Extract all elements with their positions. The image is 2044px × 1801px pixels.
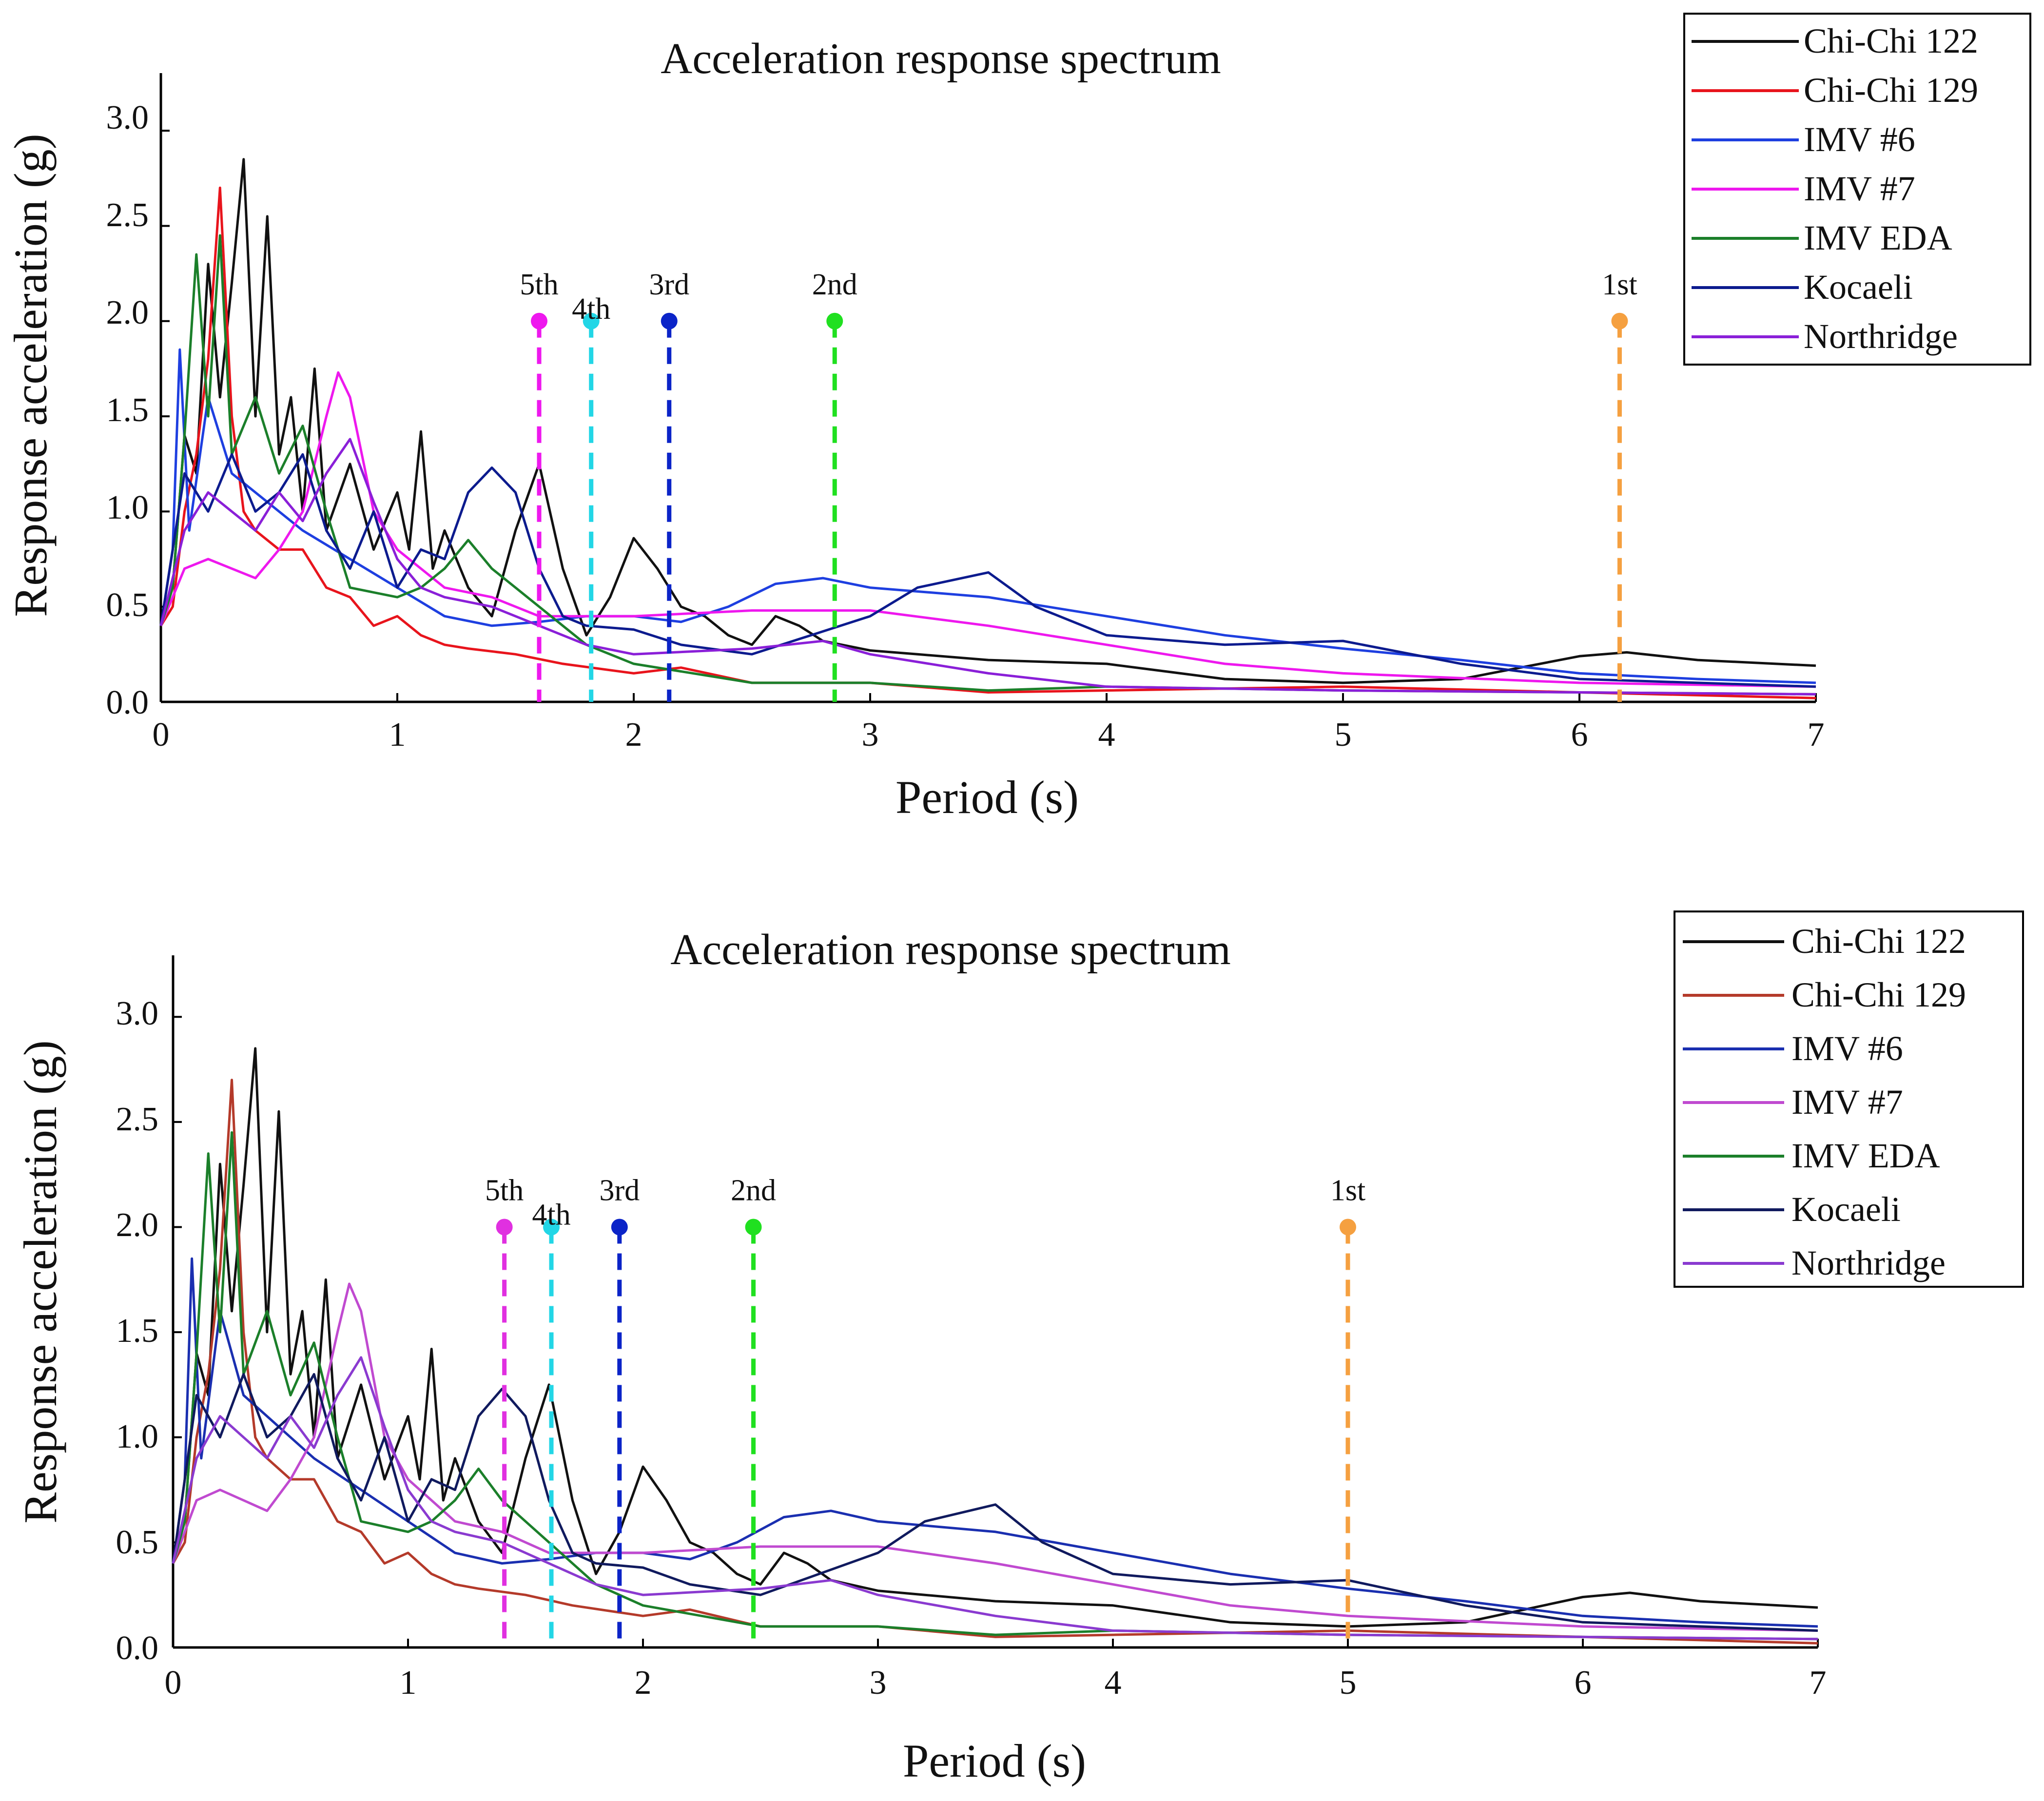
x-tick-label: 0 xyxy=(165,1664,182,1702)
x-tick-label: 5 xyxy=(1335,716,1352,754)
y-tick-label: 3.0 xyxy=(116,995,159,1032)
mode-marker-3rd xyxy=(661,312,678,329)
legend-label: IMV #7 xyxy=(1791,1083,1903,1122)
chart-title: Acceleration response spectrum xyxy=(661,35,1221,83)
chart-panel-top: Acceleration response spectrum Period (s… xyxy=(0,0,2044,877)
series-line-northridge xyxy=(172,1356,1818,1641)
legend-label: Northridge xyxy=(1791,1243,1946,1282)
mode-label-2nd: 2nd xyxy=(731,1174,776,1207)
plot-area xyxy=(172,955,1819,1649)
legend-label: Kocaeli xyxy=(1804,268,1913,307)
chart-panel-bottom: Acceleration response spectrum Period (s… xyxy=(0,902,2044,1801)
legend-label: IMV EDA xyxy=(1804,218,1952,257)
mode-marker-1st xyxy=(1611,312,1628,329)
mode-label-1st: 1st xyxy=(1602,268,1637,301)
legend-label: IMV #6 xyxy=(1804,120,1915,159)
x-tick-labels: 0 1 2 3 4 5 6 7 xyxy=(165,1664,1827,1702)
mode-labels: 5th 4th 3rd 2nd 1st xyxy=(520,268,1637,326)
series-line-imv-7 xyxy=(172,1282,1818,1632)
y-tick-label: 1.5 xyxy=(116,1312,159,1350)
y-axis-title: Response acceleration (g) xyxy=(14,1040,66,1524)
y-tick-label: 1.0 xyxy=(116,1418,159,1455)
x-axis-title: Period (s) xyxy=(895,771,1079,823)
y-tick-label: 2.5 xyxy=(116,1101,159,1138)
x-tick-label: 7 xyxy=(1810,1664,1827,1702)
legend-label: Chi-Chi 129 xyxy=(1804,71,1978,110)
y-tick-label: 0.5 xyxy=(106,586,149,624)
series-line-kocaeli xyxy=(172,1373,1818,1632)
series-line-imv-6 xyxy=(159,348,1816,684)
mode-labels: 5th 4th 3rd 2nd 1st xyxy=(485,1174,1365,1232)
legend-box xyxy=(1674,910,2024,1288)
plot-area xyxy=(159,73,1817,703)
legend-label: Northridge xyxy=(1804,317,1958,356)
x-tick-label: 3 xyxy=(870,1664,887,1702)
y-tick-label: 2.0 xyxy=(116,1206,159,1244)
y-tick-label: 1.0 xyxy=(106,489,149,526)
mode-label-1st: 1st xyxy=(1330,1174,1365,1207)
y-tick-label: 2.5 xyxy=(106,196,149,234)
mode-marker-2nd xyxy=(826,312,843,329)
x-tick-label: 6 xyxy=(1571,716,1588,754)
x-tick-label: 1 xyxy=(389,716,406,754)
y-tick-labels: 0.0 0.5 1.0 1.5 2.0 2.5 3.0 xyxy=(116,995,159,1667)
x-tick-label: 4 xyxy=(1098,716,1115,754)
legend: Chi-Chi 122 Chi-Chi 129 IMV #6 IMV #7 IM… xyxy=(1674,910,2024,1288)
legend-label: IMV EDA xyxy=(1791,1136,1940,1175)
x-tick-label: 5 xyxy=(1340,1664,1357,1702)
x-tick-labels: 0 1 2 3 4 5 6 7 xyxy=(153,716,1825,754)
series-line-imv-6 xyxy=(172,1257,1818,1628)
y-tick-label: 0.0 xyxy=(106,684,149,721)
x-tick-label: 3 xyxy=(862,716,879,754)
chart-svg-bottom: Acceleration response spectrum Period (s… xyxy=(14,910,2024,1787)
mode-label-3rd: 3rd xyxy=(649,268,689,301)
mode-marker-4th xyxy=(543,1219,560,1236)
x-tick-label: 1 xyxy=(400,1664,417,1702)
legend-label: Chi-Chi 122 xyxy=(1791,922,1966,961)
x-tick-label: 2 xyxy=(625,716,642,754)
x-tick-label: 2 xyxy=(635,1664,652,1702)
legend: Chi-Chi 122 Chi-Chi 129 IMV #6 IMV #7 IM… xyxy=(1683,13,2031,366)
x-tick-label: 0 xyxy=(153,716,170,754)
legend-label: IMV #7 xyxy=(1804,169,1915,208)
x-tick-label: 7 xyxy=(1808,716,1825,754)
y-tick-label: 2.0 xyxy=(106,294,149,331)
mode-label-5th: 5th xyxy=(520,268,558,301)
series-line-chi-chi-129 xyxy=(159,186,1816,699)
mode-label-4th: 4th xyxy=(572,292,610,326)
series-line-chi-chi-122 xyxy=(159,158,1816,684)
y-tick-label: 0.0 xyxy=(116,1629,159,1667)
x-tick-label: 4 xyxy=(1105,1664,1122,1702)
x-tick-label: 6 xyxy=(1575,1664,1592,1702)
legend-label: Chi-Chi 129 xyxy=(1791,975,1966,1014)
mode-marker-5th xyxy=(531,312,547,329)
series-line-imv-eda xyxy=(159,234,1816,696)
series-line-imv-7 xyxy=(159,371,1816,688)
series-line-chi-chi-129 xyxy=(172,1079,1818,1645)
y-axis-title: Response acceleration (g) xyxy=(4,134,57,617)
mode-label-3rd: 3rd xyxy=(599,1174,640,1207)
mode-label-4th: 4th xyxy=(532,1199,570,1232)
series-line-imv-eda xyxy=(172,1131,1818,1641)
mode-marker-4th xyxy=(583,312,600,329)
y-tick-label: 1.5 xyxy=(106,391,149,429)
chart-title: Acceleration response spectrum xyxy=(670,926,1231,974)
y-tick-labels: 0.0 0.5 1.0 1.5 2.0 2.5 3.0 xyxy=(106,99,149,721)
mode-marker-1st xyxy=(1340,1219,1356,1236)
legend-label: IMV #6 xyxy=(1791,1029,1903,1068)
series-line-chi-chi-122 xyxy=(172,1047,1818,1628)
chart-svg-top: Acceleration response spectrum Period (s… xyxy=(4,13,2031,823)
mode-marker-5th xyxy=(496,1219,513,1236)
legend-label: Chi-Chi 122 xyxy=(1804,21,1978,60)
mode-marker-2nd xyxy=(745,1219,762,1236)
mode-marker-3rd xyxy=(611,1219,628,1236)
x-axis-title: Period (s) xyxy=(903,1735,1086,1787)
y-tick-label: 0.5 xyxy=(116,1524,159,1561)
legend-label: Kocaeli xyxy=(1791,1190,1901,1229)
mode-label-5th: 5th xyxy=(485,1174,524,1207)
mode-label-2nd: 2nd xyxy=(812,268,857,301)
y-tick-label: 3.0 xyxy=(106,99,149,136)
series-line-northridge xyxy=(159,438,1816,696)
series-line-kocaeli xyxy=(159,453,1816,688)
